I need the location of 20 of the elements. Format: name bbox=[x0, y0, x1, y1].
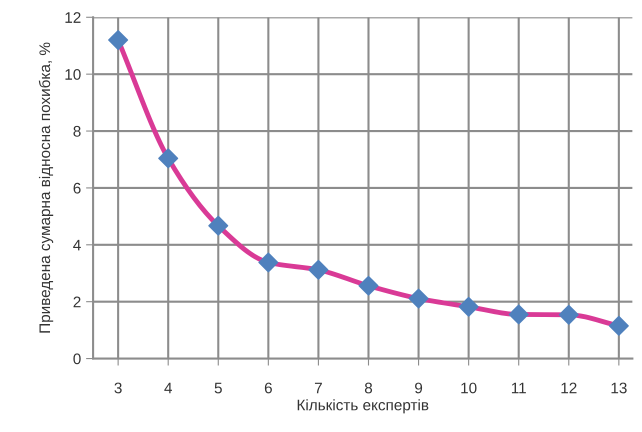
y-tick-label: 10 bbox=[65, 69, 81, 80]
y-tick-label: 12 bbox=[65, 12, 81, 23]
x-axis-title: Кількість експертів bbox=[298, 399, 428, 414]
x-tick-label: 9 bbox=[415, 382, 422, 394]
x-tick-label: 6 bbox=[264, 382, 272, 394]
y-tick-label: 4 bbox=[73, 240, 81, 250]
x-tick-label: 11 bbox=[512, 382, 526, 394]
x-tick-label: 12 bbox=[561, 382, 577, 394]
x-tick-label: 7 bbox=[314, 382, 322, 394]
x-tick-label: 10 bbox=[461, 382, 477, 394]
y-tick-label: 2 bbox=[74, 296, 81, 308]
y-axis-title: Приведена сумарна відносна похибка, % bbox=[38, 42, 54, 333]
y-tick-label: 0 bbox=[73, 353, 81, 364]
x-tick-label: 3 bbox=[114, 382, 122, 394]
y-tick-label: 8 bbox=[73, 126, 81, 137]
x-tick-label: 13 bbox=[612, 382, 627, 394]
x-tick-label: 4 bbox=[164, 382, 172, 394]
x-tick-label: 8 bbox=[364, 382, 372, 394]
x-tick-label: 5 bbox=[214, 382, 222, 394]
y-tick-label: 6 bbox=[74, 182, 81, 194]
